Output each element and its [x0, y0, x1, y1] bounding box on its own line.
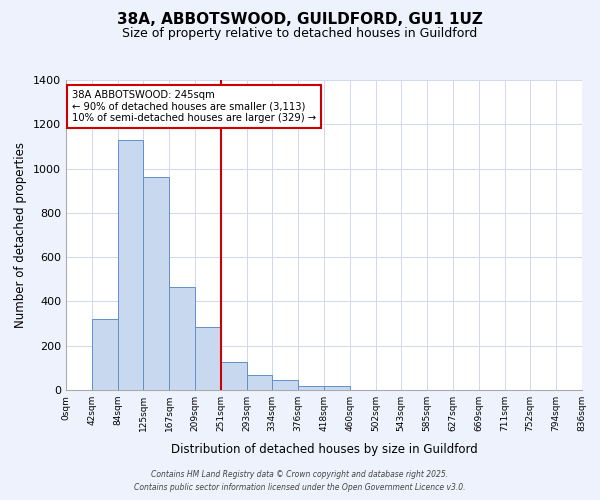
Text: Contains HM Land Registry data © Crown copyright and database right 2025.
Contai: Contains HM Land Registry data © Crown c… [134, 470, 466, 492]
Bar [118, 140, 143, 390]
Bar [143, 178, 169, 390]
Bar [247, 375, 272, 390]
Text: Size of property relative to detached houses in Guildford: Size of property relative to detached ho… [122, 28, 478, 40]
Bar [195, 327, 221, 390]
Text: Distribution of detached houses by size in Guildford: Distribution of detached houses by size … [170, 442, 478, 456]
Bar [169, 287, 195, 390]
Bar [298, 386, 324, 390]
Bar [324, 386, 350, 390]
Y-axis label: Number of detached properties: Number of detached properties [14, 142, 28, 328]
Text: 38A ABBOTSWOOD: 245sqm
← 90% of detached houses are smaller (3,113)
10% of semi-: 38A ABBOTSWOOD: 245sqm ← 90% of detached… [72, 90, 316, 123]
Bar [272, 380, 298, 390]
Text: 38A, ABBOTSWOOD, GUILDFORD, GU1 1UZ: 38A, ABBOTSWOOD, GUILDFORD, GU1 1UZ [117, 12, 483, 28]
Bar [92, 319, 118, 390]
Bar [221, 362, 247, 390]
